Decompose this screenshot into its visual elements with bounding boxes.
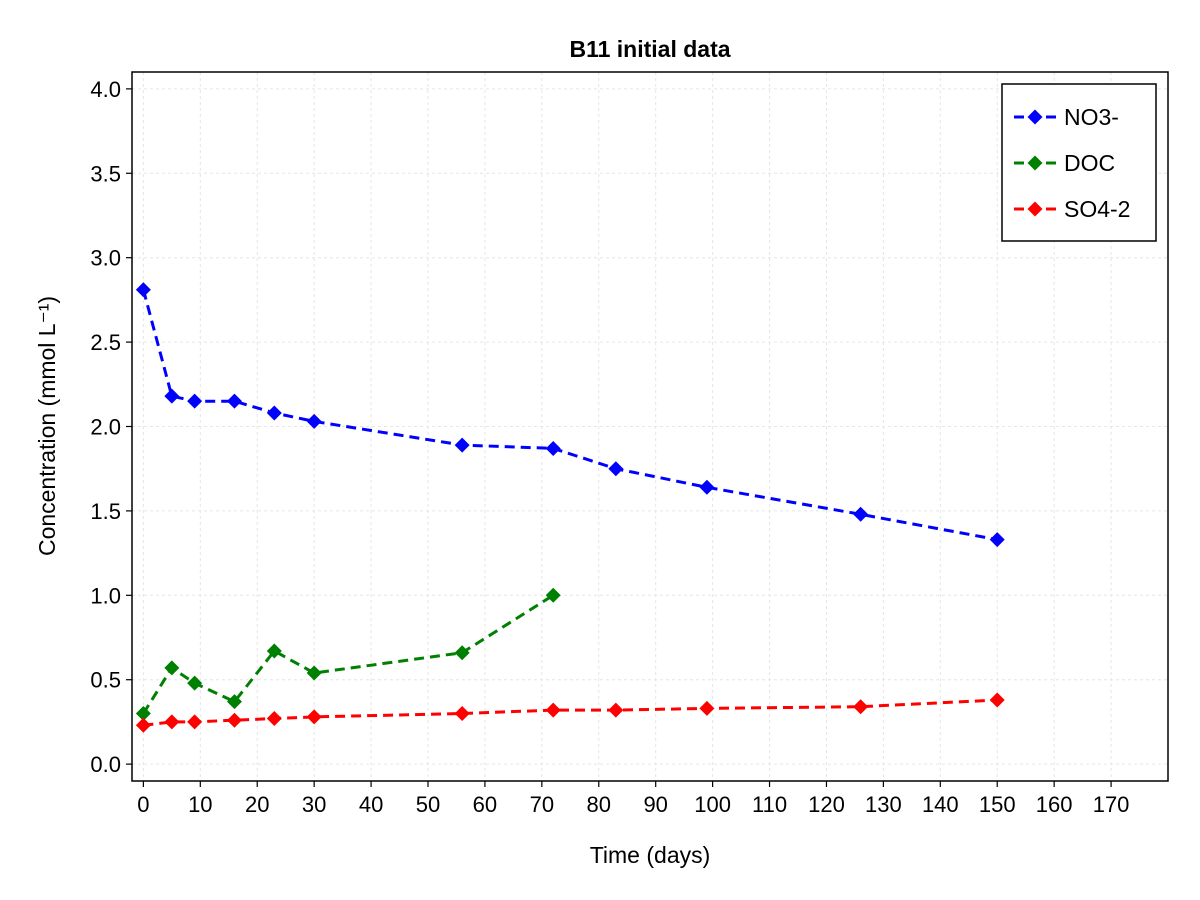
data-point-no3 — [989, 532, 1005, 548]
y-tick-label: 3.5 — [90, 161, 121, 186]
data-point-no3 — [187, 393, 203, 409]
x-tick-label: 60 — [473, 792, 497, 817]
data-point-so4-2 — [306, 709, 322, 725]
y-tick-label: 2.5 — [90, 330, 121, 355]
data-point-so4-2 — [989, 692, 1005, 708]
x-tick-label: 110 — [752, 792, 787, 817]
data-point-no3 — [545, 440, 561, 456]
x-tick-label: 120 — [808, 792, 845, 817]
x-tick-label: 150 — [979, 792, 1016, 817]
y-tick-label: 3.0 — [90, 246, 121, 271]
x-tick-label: 90 — [643, 792, 667, 817]
chart-title: B11 initial data — [569, 36, 730, 62]
data-point-so4-2 — [699, 700, 715, 716]
series-line-so4-2 — [143, 698, 998, 727]
x-axis: 0 10 20 30 40 50 60 70 80 90 100 110 120 130 140 150 160… — [137, 781, 1129, 817]
data-point-doc — [226, 694, 242, 710]
y-tick-label: 4.0 — [90, 77, 121, 102]
data-point-no3 — [135, 282, 151, 298]
legend-label-doc: DOC — [1064, 150, 1115, 176]
data-point-doc — [164, 660, 180, 676]
data-point-so4-2 — [164, 714, 180, 730]
data-point-no3 — [266, 405, 282, 421]
data-point-no3 — [853, 506, 869, 522]
y-axis: 0.0 0.5 1.0 1.5 2.0 2.5 3.0 3.5 4.0 — [90, 77, 132, 777]
data-point-no3 — [608, 461, 624, 477]
y-tick-label: 0.0 — [90, 752, 121, 777]
x-tick-label: 140 — [922, 792, 959, 817]
data-point-no3 — [164, 388, 180, 404]
x-tick-label: 20 — [245, 792, 269, 817]
x-tick-label: 170 — [1093, 792, 1130, 817]
data-point-no3 — [226, 393, 242, 409]
x-tick-label: 40 — [359, 792, 383, 817]
x-tick-label: 130 — [865, 792, 902, 817]
x-tick-label: 70 — [530, 792, 554, 817]
legend-box — [1001, 83, 1157, 242]
data-point-so4-2 — [853, 699, 869, 715]
data-point-so4-2 — [545, 702, 561, 718]
legend-marker-doc — [1027, 155, 1043, 171]
y-tick-label: 2.0 — [90, 415, 121, 440]
data-point-doc — [266, 643, 282, 659]
legend-marker-so4-2 — [1027, 201, 1043, 217]
data-point-doc — [135, 705, 151, 721]
legend-label-so4-2: SO4-2 — [1064, 196, 1130, 222]
data-point-doc — [187, 675, 203, 691]
series-line-doc — [142, 594, 555, 715]
x-tick-label: 10 — [188, 792, 212, 817]
y-tick-label: 0.5 — [90, 668, 121, 693]
data-point-so4-2 — [454, 705, 470, 721]
x-tick-label: 30 — [302, 792, 326, 817]
data-point-doc — [545, 587, 561, 603]
x-tick-label: 0 — [137, 792, 149, 817]
x-tick-label: 100 — [694, 792, 731, 817]
data-point-doc — [454, 645, 470, 661]
x-axis-label: Time (days) — [590, 842, 711, 868]
grid — [132, 72, 1168, 781]
legend: NO3- DOC SO4-2 — [1001, 83, 1157, 242]
y-axis-label: Concentration (mmol L⁻¹) — [34, 296, 60, 556]
legend-label-no3: NO3- — [1064, 104, 1119, 130]
data-point-so4-2 — [226, 712, 242, 728]
series-group — [135, 282, 1005, 733]
data-point-doc — [306, 665, 322, 681]
y-tick-label: 1.5 — [90, 499, 121, 524]
data-point-no3 — [306, 413, 322, 429]
data-point-no3 — [454, 437, 470, 453]
x-tick-label: 80 — [587, 792, 611, 817]
data-point-so4-2 — [266, 711, 282, 727]
data-point-so4-2 — [608, 702, 624, 718]
data-point-no3 — [699, 479, 715, 495]
y-tick-label: 1.0 — [90, 583, 121, 608]
data-point-so4-2 — [135, 717, 151, 733]
x-tick-label: 160 — [1036, 792, 1073, 817]
x-tick-label: 50 — [416, 792, 440, 817]
data-point-so4-2 — [187, 714, 203, 730]
legend-marker-no3 — [1027, 109, 1043, 125]
